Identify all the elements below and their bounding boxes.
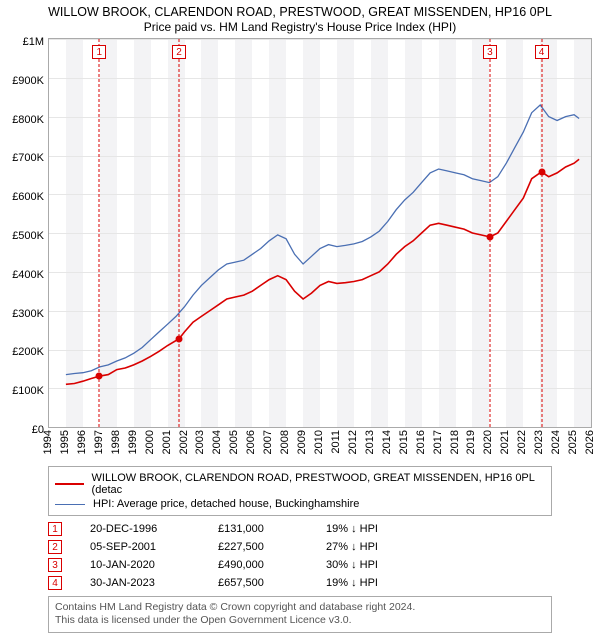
y-tick-label: £1M	[23, 36, 44, 48]
sale-row-diff: 30% ↓ HPI	[326, 559, 446, 571]
y-axis: £0£100K£200K£300K£400K£500K£600K£700K£80…	[0, 42, 48, 432]
sale-event-line	[179, 39, 180, 427]
x-tick-label: 2001	[161, 430, 173, 454]
sale-row-date: 10-JAN-2020	[70, 559, 210, 571]
sale-row: 1 20-DEC-1996 £131,000 19% ↓ HPI	[48, 520, 552, 538]
y-tick-label: £500K	[12, 230, 44, 242]
sale-row-marker: 3	[48, 558, 62, 572]
legend-label: WILLOW BROOK, CLARENDON ROAD, PRESTWOOD,…	[92, 472, 545, 496]
x-tick-label: 2012	[347, 430, 359, 454]
sale-marker-box: 4	[535, 45, 549, 59]
y-tick-label: £300K	[12, 308, 44, 320]
sale-row-marker: 2	[48, 540, 62, 554]
x-tick-label: 2017	[432, 430, 444, 454]
legend-item: WILLOW BROOK, CLARENDON ROAD, PRESTWOOD,…	[55, 471, 545, 497]
sale-row-diff: 19% ↓ HPI	[326, 523, 446, 535]
x-tick-label: 2024	[550, 430, 562, 454]
sale-row-date: 30-JAN-2023	[70, 577, 210, 589]
sale-row-price: £131,000	[218, 523, 318, 535]
x-tick-label: 1994	[42, 430, 54, 454]
x-tick-label: 2016	[415, 430, 427, 454]
y-tick-label: £400K	[12, 269, 44, 281]
sale-dot	[538, 169, 545, 176]
x-tick-label: 2020	[482, 430, 494, 454]
x-tick-label: 2022	[516, 430, 528, 454]
x-tick-label: 1996	[76, 430, 88, 454]
legend-swatch	[55, 504, 85, 505]
x-tick-label: 2006	[245, 430, 257, 454]
x-tick-label: 2009	[296, 430, 308, 454]
chart-plot-area: 1 2 3 4	[48, 38, 592, 428]
x-tick-label: 2018	[449, 430, 461, 454]
y-tick-label: £800K	[12, 114, 44, 126]
x-tick-label: 2007	[262, 430, 274, 454]
series-hpi	[66, 105, 579, 375]
legend: WILLOW BROOK, CLARENDON ROAD, PRESTWOOD,…	[48, 466, 552, 516]
sale-dot	[486, 234, 493, 241]
y-tick-label: £700K	[12, 152, 44, 164]
x-tick-label: 2003	[194, 430, 206, 454]
chart-title-line2: Price paid vs. HM Land Registry's House …	[0, 20, 600, 38]
x-tick-label: 2021	[499, 430, 511, 454]
x-tick-label: 1995	[59, 430, 71, 454]
x-tick-label: 2004	[211, 430, 223, 454]
chart-title-line1: WILLOW BROOK, CLARENDON ROAD, PRESTWOOD,…	[0, 0, 600, 20]
x-tick-label: 2019	[465, 430, 477, 454]
footnote: Contains HM Land Registry data © Crown c…	[48, 596, 552, 632]
sale-event-line	[99, 39, 100, 427]
x-tick-label: 1997	[93, 430, 105, 454]
footnote-line2: This data is licensed under the Open Gov…	[55, 614, 545, 627]
sale-marker-box: 2	[172, 45, 186, 59]
series-svg	[49, 39, 591, 427]
x-tick-label: 1998	[110, 430, 122, 454]
legend-swatch	[55, 483, 84, 485]
sale-row: 4 30-JAN-2023 £657,500 19% ↓ HPI	[48, 574, 552, 592]
x-tick-label: 2015	[398, 430, 410, 454]
x-axis: 1994199519961997199819992000200120022003…	[48, 428, 592, 460]
x-tick-label: 2000	[144, 430, 156, 454]
sale-row-price: £657,500	[218, 577, 318, 589]
legend-label: HPI: Average price, detached house, Buck…	[93, 498, 359, 510]
sale-row: 2 05-SEP-2001 £227,500 27% ↓ HPI	[48, 538, 552, 556]
sale-event-line	[541, 39, 542, 427]
footnote-line1: Contains HM Land Registry data © Crown c…	[55, 601, 545, 614]
sale-row-price: £227,500	[218, 541, 318, 553]
sale-dot	[176, 335, 183, 342]
x-tick-label: 2023	[533, 430, 545, 454]
sale-marker-box: 1	[92, 45, 106, 59]
y-tick-label: £200K	[12, 346, 44, 358]
x-tick-label: 2008	[279, 430, 291, 454]
sale-row: 3 10-JAN-2020 £490,000 30% ↓ HPI	[48, 556, 552, 574]
y-tick-label: £900K	[12, 75, 44, 87]
x-tick-label: 2002	[178, 430, 190, 454]
sale-dot	[96, 373, 103, 380]
y-tick-label: £600K	[12, 191, 44, 203]
x-tick-label: 2005	[228, 430, 240, 454]
x-tick-label: 1999	[127, 430, 139, 454]
sales-table: 1 20-DEC-1996 £131,000 19% ↓ HPI 2 05-SEP-200…	[48, 520, 552, 592]
legend-item: HPI: Average price, detached house, Buck…	[55, 497, 545, 511]
sale-row-marker: 4	[48, 576, 62, 590]
x-tick-label: 2013	[364, 430, 376, 454]
sale-marker-box: 3	[483, 45, 497, 59]
sale-row-marker: 1	[48, 522, 62, 536]
sale-row-diff: 19% ↓ HPI	[326, 577, 446, 589]
x-tick-label: 2025	[567, 430, 579, 454]
sale-row-price: £490,000	[218, 559, 318, 571]
sale-row-date: 20-DEC-1996	[70, 523, 210, 535]
series-property	[66, 160, 579, 385]
y-tick-label: £100K	[12, 385, 44, 397]
sale-row-diff: 27% ↓ HPI	[326, 541, 446, 553]
sale-row-date: 05-SEP-2001	[70, 541, 210, 553]
x-tick-label: 2026	[584, 430, 596, 454]
x-tick-label: 2014	[381, 430, 393, 454]
x-tick-label: 2010	[313, 430, 325, 454]
x-tick-label: 2011	[330, 430, 342, 454]
